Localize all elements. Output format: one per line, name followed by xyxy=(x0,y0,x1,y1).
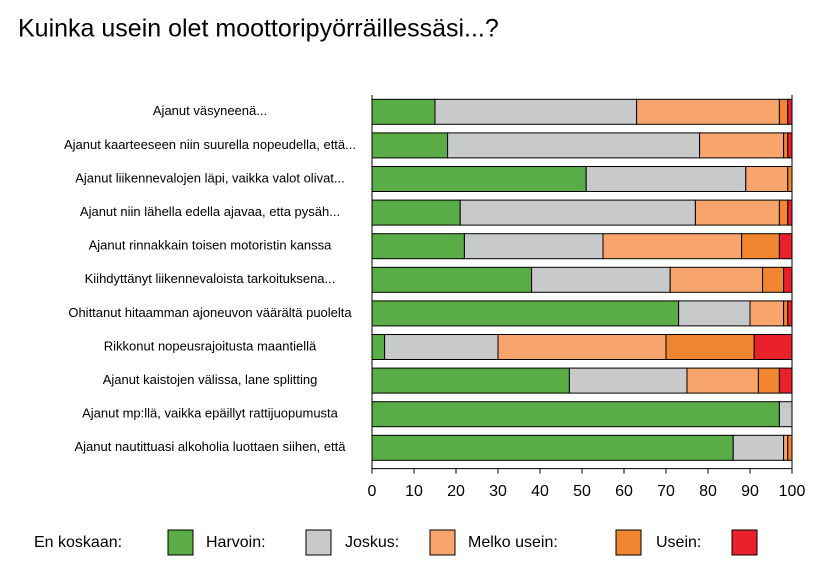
legend-label: Harvoin: xyxy=(206,534,266,551)
bar-segment xyxy=(531,266,671,293)
bar-segment xyxy=(762,266,785,293)
bar-segment xyxy=(787,434,793,461)
bar-segment xyxy=(783,434,789,461)
x-tick-label: 60 xyxy=(615,483,633,500)
bar-segment xyxy=(665,334,755,360)
bar-segment xyxy=(497,334,667,360)
x-tick-label: 20 xyxy=(447,483,465,500)
bar-segment xyxy=(778,401,793,428)
bar-segment xyxy=(753,334,793,360)
legend-label: Usein: xyxy=(656,534,701,551)
bar-segment xyxy=(686,367,759,394)
bar-segment xyxy=(783,300,789,327)
bar-segment xyxy=(678,300,751,327)
bar-segment xyxy=(568,367,688,394)
bar-segment xyxy=(787,132,793,159)
x-tick-label: 30 xyxy=(489,483,507,500)
legend-label: Melko usein: xyxy=(468,534,558,551)
bar-segment xyxy=(745,166,789,192)
category-label: Ajanut liikennevalojen läpi, vaikka valo… xyxy=(75,170,345,185)
bar-segment xyxy=(371,434,734,461)
category-label: Ajanut nautittuasi alkoholia luottaen si… xyxy=(74,439,346,454)
bar-segment xyxy=(757,367,780,394)
bar-segment xyxy=(371,98,436,125)
category-label: Kiihdyttänyt liikennevaloista tarkoituks… xyxy=(85,271,336,286)
x-tick-label: 40 xyxy=(531,483,549,500)
bar-segment xyxy=(778,199,789,226)
legend-swatch xyxy=(615,529,642,556)
bar-segment xyxy=(371,266,533,293)
bar-segment xyxy=(371,401,780,428)
x-tick-label: 0 xyxy=(368,483,377,500)
bar-segment xyxy=(371,199,461,226)
bar-segment xyxy=(371,300,680,327)
bar-segment xyxy=(778,233,793,260)
bar-segment xyxy=(602,233,743,260)
bar-segment xyxy=(787,300,793,327)
bar-segment xyxy=(787,199,793,226)
category-label: Ajanut mp:llä, vaikka epäillyt rattijuop… xyxy=(82,406,339,421)
x-tick-label: 100 xyxy=(779,483,806,500)
x-tick-label: 80 xyxy=(699,483,717,500)
category-label: Rikkonut nopeusrajoitusta maantiellä xyxy=(104,338,317,353)
bar-segment xyxy=(371,233,465,260)
bar-segment xyxy=(732,434,785,461)
category-label: Ajanut väsyneenä... xyxy=(153,103,267,118)
x-tick-label: 50 xyxy=(573,483,591,500)
legend-swatch xyxy=(731,529,758,556)
bar-segment xyxy=(787,166,793,192)
legend-swatch xyxy=(429,529,456,556)
bar-segment xyxy=(459,199,696,226)
chart-title: Kuinka usein olet moottoripyörräillessäs… xyxy=(18,15,499,43)
legend-swatch xyxy=(305,529,332,556)
category-label: Ohittanut hitaamman ajoneuvon väärältä p… xyxy=(68,305,352,320)
bar-segment xyxy=(434,98,638,125)
bar-segment xyxy=(384,334,499,360)
bar-segment xyxy=(669,266,764,293)
bar-segment xyxy=(787,98,793,125)
bar-segment xyxy=(699,132,785,159)
category-label: Ajanut kaarteeseen niin suurella nopeude… xyxy=(64,137,356,152)
bar-segment xyxy=(371,132,449,159)
bar-segment xyxy=(371,367,570,394)
x-tick-label: 10 xyxy=(405,483,423,500)
legend-label: Joskus: xyxy=(345,534,399,551)
bar-segment xyxy=(371,334,386,360)
x-tick-label: 70 xyxy=(657,483,675,500)
bar-segment xyxy=(741,233,780,260)
bar-segment xyxy=(778,98,789,125)
category-label: Ajanut niin lähella edella ajavaa, etta … xyxy=(80,204,340,219)
bar-segment xyxy=(447,132,701,159)
category-label: Ajanut kaistojen välissa, lane splitting xyxy=(103,372,318,387)
category-label: Ajanut rinnakkain toisen motoristin kans… xyxy=(89,238,333,253)
bar-segment xyxy=(371,166,587,192)
bar-segment xyxy=(749,300,785,327)
bar-segment xyxy=(783,132,789,159)
category-labels: Ajanut väsyneenä... Ajanut kaarteeseen ni… xyxy=(64,103,356,454)
bar-segment xyxy=(694,199,780,226)
x-tick-label: 90 xyxy=(741,483,759,500)
bar-segment xyxy=(778,367,793,394)
bar-segment xyxy=(463,233,604,260)
legend-label: En koskaan: xyxy=(34,534,122,551)
bar-segment xyxy=(783,266,793,293)
legend-swatch xyxy=(167,529,194,556)
bar-segment xyxy=(585,166,747,192)
bar-segment xyxy=(636,98,780,125)
